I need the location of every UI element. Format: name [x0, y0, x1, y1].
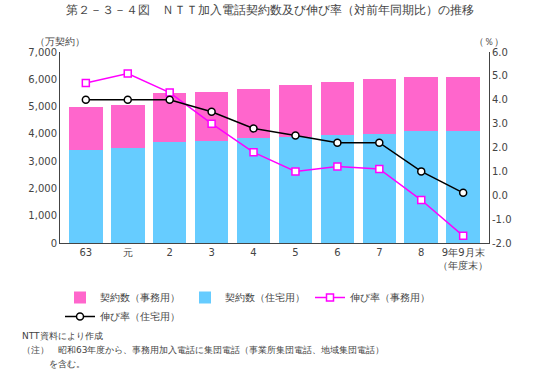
svg-text:2,000: 2,000 [28, 183, 57, 194]
svg-text:6.0: 6.0 [492, 47, 508, 58]
svg-text:4,000: 4,000 [28, 128, 57, 139]
svg-text:5.0: 5.0 [492, 70, 508, 81]
svg-text:5,000: 5,000 [28, 101, 57, 112]
svg-text:8: 8 [418, 247, 424, 258]
svg-text:4: 4 [250, 247, 256, 258]
svg-text:伸び率（住宅用）: 伸び率（住宅用） [100, 311, 180, 322]
svg-text:5: 5 [292, 247, 298, 258]
svg-text:7,000: 7,000 [28, 47, 57, 58]
svg-text:2.0: 2.0 [492, 142, 508, 153]
svg-text:（％）: （％） [474, 36, 504, 47]
svg-text:3.0: 3.0 [492, 118, 508, 129]
svg-text:契約数（住宅用）: 契約数（住宅用） [225, 292, 305, 303]
svg-text:伸び率（事務用）: 伸び率（事務用） [350, 292, 430, 303]
svg-text:第２－３－４図 ＮＴＴ加入電話契約数及び伸び率（対前年同期比: 第２－３－４図 ＮＴＴ加入電話契約数及び伸び率（対前年同期比）の推移 [66, 3, 474, 17]
svg-text:4.0: 4.0 [492, 94, 508, 105]
svg-text:元: 元 [123, 247, 133, 258]
svg-text:（万契約）: （万契約） [35, 36, 85, 47]
svg-text:1,000: 1,000 [28, 210, 57, 221]
svg-text:0: 0 [51, 238, 57, 249]
svg-text:2: 2 [166, 247, 172, 258]
svg-text:6,000: 6,000 [28, 74, 57, 85]
svg-text:（注） 昭和63年度から、事務用加入電話に集団電話（事業所集: （注） 昭和63年度から、事務用加入電話に集団電話（事業所集団電話、地域集団電話… [22, 345, 384, 355]
svg-text:を含む。: を含む。 [22, 359, 85, 369]
svg-text:-2.0: -2.0 [492, 238, 512, 249]
svg-text:3: 3 [208, 247, 214, 258]
svg-text:1.0: 1.0 [492, 166, 508, 177]
svg-text:-1.0: -1.0 [492, 214, 512, 225]
svg-text:6: 6 [334, 247, 340, 258]
svg-text:3,000: 3,000 [28, 156, 57, 167]
svg-text:9年9月末（年度末）: 9年9月末（年度末） [438, 247, 488, 271]
svg-text:63: 63 [79, 247, 92, 258]
svg-text:0.0: 0.0 [492, 190, 508, 201]
svg-text:NTT資料により作成: NTT資料により作成 [22, 331, 103, 341]
svg-text:契約数（事務用）: 契約数（事務用） [100, 292, 180, 303]
svg-text:7: 7 [376, 247, 382, 258]
